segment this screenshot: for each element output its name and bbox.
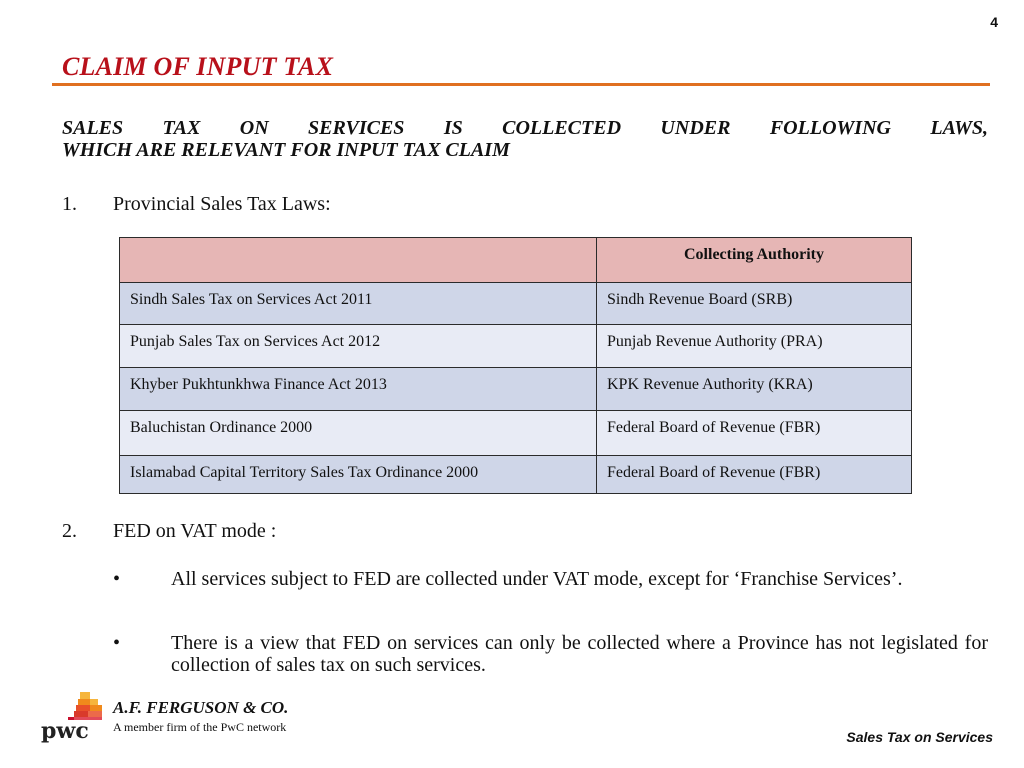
law-cell: Islamabad Capital Territory Sales Tax Or…: [119, 455, 597, 494]
firm-tagline: A member firm of the PwC network: [113, 720, 287, 734]
authority-cell: Federal Board of Revenue (FBR): [596, 455, 912, 494]
authority-cell: Sindh Revenue Board (SRB): [596, 282, 912, 325]
slide-subtitle: SALES TAX ON SERVICES IS COLLECTED UNDER…: [62, 117, 988, 161]
law-cell: Sindh Sales Tax on Services Act 2011: [119, 282, 597, 325]
section-2-heading: 2. FED on VAT mode :: [62, 520, 276, 543]
section-2-label: FED on VAT mode :: [113, 520, 277, 542]
bullet-item: • All services subject to FED are collec…: [113, 568, 988, 590]
authority-cell: Federal Board of Revenue (FBR): [596, 410, 912, 456]
bullet-text: There is a view that FED on services can…: [171, 632, 988, 676]
page-number: 4: [990, 14, 998, 30]
section-2-number: 2.: [62, 520, 77, 542]
authority-cell: KPK Revenue Authority (KRA): [596, 367, 912, 411]
law-cell: Punjab Sales Tax on Services Act 2012: [119, 324, 597, 368]
subtitle-line-2: WHICH ARE RELEVANT FOR INPUT TAX CLAIM: [62, 139, 510, 161]
table-row: Sindh Sales Tax on Services Act 2011 Sin…: [119, 282, 912, 325]
table-row: Punjab Sales Tax on Services Act 2012 Pu…: [119, 324, 912, 368]
laws-table: Collecting Authority Sindh Sales Tax on …: [119, 237, 912, 494]
pwc-logo-icon: pwc: [41, 692, 102, 744]
table-header-authority: Collecting Authority: [596, 237, 912, 283]
bullet-item: • There is a view that FED on services c…: [113, 632, 988, 676]
title-divider: [52, 83, 990, 86]
table-header-row: Collecting Authority: [119, 237, 912, 283]
bullet-text: All services subject to FED are collecte…: [171, 568, 903, 590]
bullet-icon: •: [113, 632, 121, 654]
law-cell: Baluchistan Ordinance 2000: [119, 410, 597, 456]
bullet-icon: •: [113, 568, 121, 590]
pwc-logo: pwc: [40, 690, 105, 745]
table-row: Khyber Pukhtunkhwa Finance Act 2013 KPK …: [119, 367, 912, 411]
slide-title: CLAIM OF INPUT TAX: [62, 52, 334, 81]
deck-title: Sales Tax on Services: [846, 729, 993, 745]
svg-text:pwc: pwc: [41, 718, 89, 744]
section-1-label: Provincial Sales Tax Laws:: [113, 193, 331, 215]
section-1-number: 1.: [62, 193, 77, 215]
table-row: Baluchistan Ordinance 2000 Federal Board…: [119, 410, 912, 456]
section-1-heading: 1. Provincial Sales Tax Laws:: [62, 193, 331, 216]
firm-name: A.F. FERGUSON & CO.: [113, 698, 289, 717]
table-header-law: [119, 237, 597, 283]
table-row: Islamabad Capital Territory Sales Tax Or…: [119, 455, 912, 494]
subtitle-line-1: SALES TAX ON SERVICES IS COLLECTED UNDER…: [62, 117, 988, 139]
authority-cell: Punjab Revenue Authority (PRA): [596, 324, 912, 368]
law-cell: Khyber Pukhtunkhwa Finance Act 2013: [119, 367, 597, 411]
